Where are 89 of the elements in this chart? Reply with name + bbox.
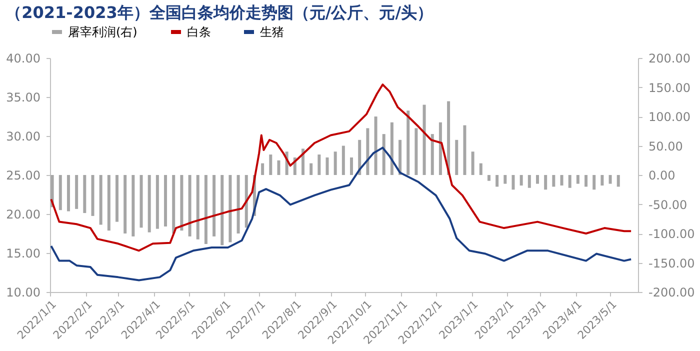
bar [244, 175, 248, 228]
bar [310, 163, 313, 175]
bar [568, 175, 572, 188]
bar [520, 175, 523, 186]
bar [406, 110, 410, 175]
bar [471, 152, 474, 175]
bar [528, 175, 531, 188]
bar [584, 175, 588, 187]
y-tick-label: 10.00 [6, 286, 40, 300]
bar [479, 163, 482, 175]
bar [66, 175, 70, 212]
bar [140, 175, 143, 228]
bar [164, 175, 168, 226]
bar [414, 128, 418, 175]
bar [438, 122, 442, 175]
bar [204, 175, 208, 244]
bar [512, 175, 515, 190]
line-series [50, 84, 632, 252]
bar [366, 128, 370, 175]
bar [374, 116, 378, 175]
bar [107, 175, 110, 231]
bar [99, 175, 102, 225]
y2-tick-label: -100.00 [648, 227, 695, 241]
bar [592, 175, 596, 190]
bar [536, 175, 539, 184]
bar [504, 175, 507, 184]
bar [261, 163, 264, 175]
bar [83, 175, 86, 214]
bar [228, 175, 232, 242]
bar [334, 152, 337, 175]
y-tick-label: 25.00 [6, 168, 40, 182]
bar [124, 175, 127, 234]
y2-tick-label: -200.00 [648, 286, 695, 300]
y2-tick-label: 50.00 [648, 139, 683, 154]
bar [422, 104, 426, 175]
y2-tick-label: 100.00 [648, 110, 690, 124]
y2-tick-label: -150.00 [648, 256, 695, 270]
bar [455, 140, 458, 175]
y2-tick-label: 150.00 [648, 80, 690, 95]
bar [447, 101, 450, 175]
bar [544, 175, 548, 190]
bar [342, 146, 345, 175]
y-tick-label: 20.00 [6, 208, 40, 222]
bar [552, 175, 556, 187]
bar [220, 175, 224, 246]
y-tick-label: 30.00 [6, 130, 40, 144]
bar [91, 175, 94, 216]
bar [156, 175, 159, 229]
bar [58, 175, 62, 210]
bar [318, 154, 321, 175]
y-tick-label: 40.00 [6, 52, 40, 66]
bar [390, 122, 394, 175]
bar [269, 154, 272, 175]
bar [212, 175, 216, 236]
y2-tick-label: 0.00 [648, 168, 676, 182]
legend-label: 生猪 [260, 25, 284, 39]
y-tick-label: 15.00 [6, 246, 40, 260]
bar [398, 140, 402, 175]
bar [236, 175, 240, 234]
bar [75, 175, 78, 209]
bar [463, 125, 466, 175]
chart-title: （2021-2023年）全国白条均价走势图（元/公斤、元/头） [6, 3, 434, 22]
line-series [50, 146, 632, 282]
bar [180, 175, 184, 231]
bar [600, 175, 604, 186]
bar [132, 175, 135, 236]
y-tick-label: 35.00 [6, 90, 40, 104]
bar [358, 140, 362, 175]
bar [350, 157, 354, 175]
bar [382, 134, 386, 175]
bar [301, 148, 304, 175]
bar [277, 160, 280, 175]
legend-label: 屠宰利润(右) [68, 25, 138, 39]
bar [430, 134, 434, 175]
bar [326, 157, 329, 175]
legend-label: 白条 [187, 25, 211, 39]
bar [487, 175, 490, 181]
y2-tick-label: -50.00 [648, 198, 688, 212]
y2-tick-label: 200.00 [648, 52, 690, 66]
bar [616, 175, 620, 187]
bar [172, 175, 176, 234]
bar [608, 175, 612, 184]
bar [576, 175, 580, 184]
bar [116, 175, 118, 222]
bar [496, 175, 499, 187]
bar [560, 175, 564, 186]
bar [188, 175, 192, 236]
bar [196, 175, 200, 240]
bar [148, 175, 151, 232]
